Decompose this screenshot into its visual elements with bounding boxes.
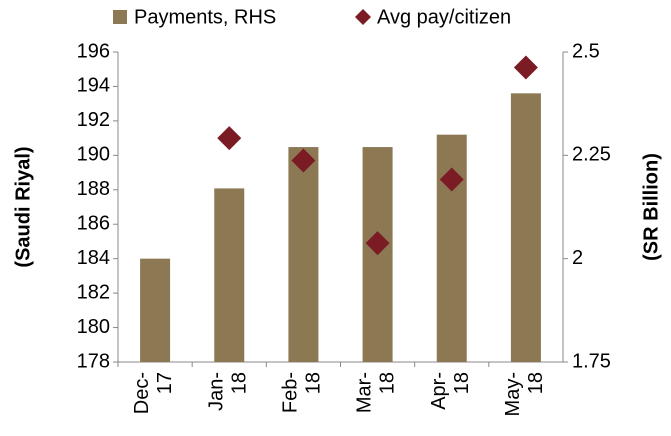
x-tick-label: Apr-18 [428, 372, 473, 410]
y-axis-title: (Saudi Riyal) [12, 146, 34, 267]
y-tick-label: 184 [77, 247, 110, 269]
y-tick-label: 196 [77, 40, 110, 62]
y-tick-label: 192 [77, 109, 110, 131]
y-tick-label: 190 [77, 144, 110, 166]
y2-tick-label: 1.75 [572, 350, 611, 372]
bar [510, 93, 541, 362]
y-tick-label: 178 [77, 350, 110, 372]
y-tick-label: 180 [77, 316, 110, 338]
y2-tick-label: 2 [572, 247, 583, 269]
x-tick-label: Dec-17 [131, 372, 176, 414]
legend-swatch [355, 9, 371, 25]
marker [217, 126, 242, 151]
marker [365, 231, 390, 256]
y2-tick-label: 2.5 [572, 40, 600, 62]
bar [214, 188, 245, 362]
bar [140, 258, 171, 362]
marker [439, 167, 464, 192]
y2-tick-label: 2.25 [572, 144, 611, 166]
y-tick-label: 186 [77, 213, 110, 235]
y-tick-label: 194 [77, 75, 110, 97]
legend-label: Avg pay/citizen [377, 6, 511, 28]
legend-swatch [113, 10, 127, 24]
y-tick-label: 182 [77, 281, 110, 303]
y-tick-label: 188 [77, 178, 110, 200]
x-tick-label: Mar-18 [354, 372, 399, 413]
legend-label: Payments, RHS [134, 6, 276, 28]
marker [513, 55, 538, 80]
x-tick-label: Jan-18 [206, 372, 251, 411]
bar [288, 147, 319, 362]
y2-axis-title: (SR Billion) [640, 153, 662, 261]
x-tick-label: Feb-18 [280, 372, 325, 413]
marker [291, 148, 316, 173]
x-tick-label: May-18 [502, 372, 547, 416]
